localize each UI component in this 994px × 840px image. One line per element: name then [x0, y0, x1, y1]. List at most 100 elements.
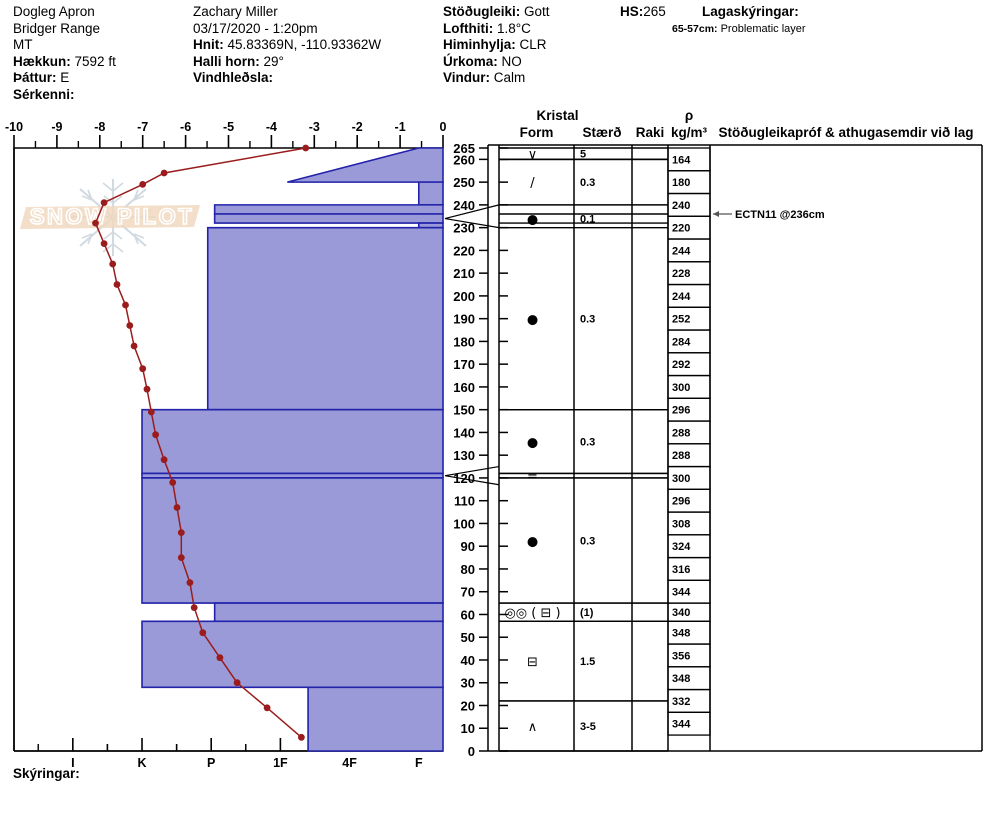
layer-grain-form: ⊟ [527, 655, 538, 670]
density-value: 288 [672, 450, 690, 462]
temp-tick-label: 0 [440, 120, 447, 134]
layer-grain-form: ∧ [528, 720, 538, 735]
density-value: 180 [672, 177, 690, 189]
density-value: 332 [672, 696, 690, 708]
sky-cover-label: Himinhylja: [443, 37, 516, 52]
depth-tick-label: 210 [453, 266, 475, 281]
temp-tick-label: -5 [223, 120, 234, 134]
layer-grain-size: 0.3 [580, 314, 595, 326]
layer-grain-size: 0.1 [580, 214, 595, 226]
density-value: 288 [672, 427, 690, 439]
depth-tick-label: 130 [453, 448, 475, 463]
density-value: 300 [672, 473, 690, 485]
layer-grain-form: ● [527, 535, 538, 550]
temperature-point [147, 408, 155, 416]
density-value: 228 [672, 268, 690, 280]
layer-grain-form: ● [527, 436, 538, 451]
density-value: 244 [672, 245, 691, 257]
layer-comment: 65-57cm: Problematic layer [672, 21, 806, 38]
sky-cover-value: CLR [519, 37, 547, 52]
layer-comments-title: Lagaskýringar: [702, 4, 799, 19]
hardness-tick-label: K [137, 756, 146, 770]
temperature-point [126, 322, 134, 329]
header-field: Bridger Range [13, 21, 116, 38]
column-header-size: Stærð [582, 125, 621, 140]
temperature-point [216, 654, 224, 662]
depth-tick-label: 200 [453, 289, 475, 304]
hardness-layer-bar [417, 181, 444, 206]
density-value: 296 [672, 405, 690, 417]
temperature-profile-line [92, 144, 310, 741]
temperature-point [139, 365, 147, 373]
depth-tick-label: 90 [461, 539, 475, 554]
density-value: 348 [672, 628, 690, 640]
header-field: Halli horn: 29° [193, 54, 381, 71]
aspect-label: Þáttur: [13, 70, 57, 85]
header-field: Zachary Miller [193, 4, 381, 21]
layer-grain-form: ● [527, 313, 538, 328]
temperature-point [160, 456, 168, 464]
hardness-profile [141, 147, 444, 752]
hardness-layer-bar [213, 213, 444, 224]
stability-tests: ECTN11 @236cm [713, 209, 825, 221]
wind-value: Calm [493, 70, 526, 85]
temperature-point [173, 504, 181, 511]
layer-grain-size: 3-5 [580, 721, 596, 733]
header-field: HS:265 [620, 4, 666, 21]
depth-tick-label: 100 [453, 516, 475, 531]
layer-grain-size: 0.3 [580, 437, 595, 449]
characteristics-label: Sérkenni: [13, 86, 75, 102]
elevation-label: Hækkun: [13, 53, 71, 69]
density-value: 296 [672, 496, 690, 508]
hs-label: HS: [620, 4, 644, 19]
aspect-value: E [60, 70, 70, 85]
observation-datetime: 03/17/2020 - 1:20pm [193, 20, 318, 36]
temperature-point [109, 260, 117, 268]
layer-grain-size: 1.5 [580, 656, 595, 668]
density-cell [667, 711, 711, 736]
column-header-density-unit: kg/m³ [671, 125, 708, 140]
density-value: 344 [672, 719, 691, 731]
elevation-value: 7592 ft [74, 53, 116, 69]
depth-tick-label: 10 [461, 721, 475, 736]
precip-value: NO [501, 53, 522, 69]
header-column-comments: Lagaskýringar: 65-57cm: Problematic laye… [672, 4, 806, 37]
depth-tick-label: 70 [461, 585, 475, 600]
depth-tick-label: 160 [453, 380, 475, 395]
thin-layer-connector [444, 465, 500, 486]
header-field: MT [13, 37, 116, 54]
temperature-point [169, 479, 177, 486]
hardness-tick-label: 1F [273, 756, 288, 770]
temperature-point [302, 144, 310, 152]
temperature-point [139, 181, 147, 188]
depth-tick-label: 0 [468, 744, 475, 759]
depth-tick-label: 220 [453, 243, 475, 258]
depth-axis: 0102030405060708090100110120130140150160… [453, 141, 508, 759]
temp-tick-label: -7 [137, 120, 148, 134]
density-value: 164 [672, 154, 691, 166]
layer-grain-size: 5 [580, 149, 586, 161]
density-value: 356 [672, 650, 690, 662]
temperature-point [190, 604, 198, 611]
depth-tick-label: 230 [453, 221, 475, 236]
density-value: 324 [672, 541, 691, 553]
hardness-layer-bar [206, 226, 444, 411]
layer-grain-size: (1) [580, 607, 594, 619]
depth-tick-label: 190 [453, 312, 475, 327]
temp-tick-label: -8 [94, 120, 105, 134]
depth-tick-label: 20 [461, 698, 475, 713]
slope-angle-label: Halli horn: [193, 53, 260, 69]
temperature-point [100, 199, 108, 207]
density-value: 344 [672, 587, 691, 599]
depth-tick-label: 170 [453, 357, 475, 372]
column-header-wetness: Raki [636, 125, 665, 140]
depth-tick-label: 150 [453, 403, 475, 418]
stability-label: Stöðugleiki: [443, 4, 521, 19]
header-field: Himinhylja: CLR [443, 37, 550, 54]
layer-grain-size: 0.3 [580, 177, 595, 189]
temperature-point [143, 385, 151, 393]
temperature-point [177, 554, 185, 561]
hardness-layer-bar [141, 477, 444, 604]
hardness-tick-label: P [207, 756, 215, 770]
